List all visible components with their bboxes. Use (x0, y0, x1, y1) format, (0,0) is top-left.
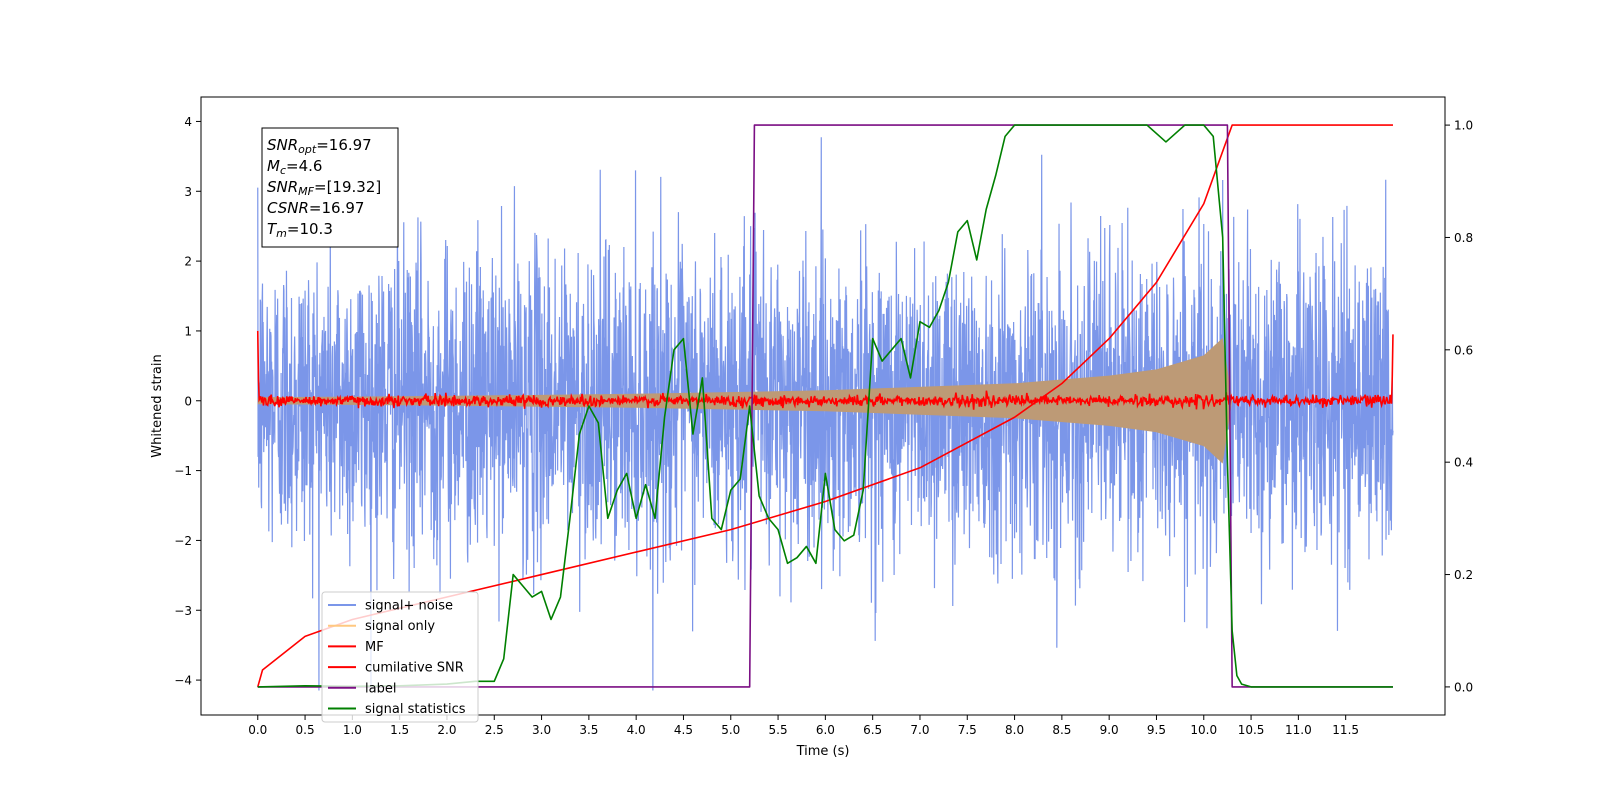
annotation-line: SNRopt=16.97 (267, 136, 372, 156)
x-tick-label: 3.0 (532, 723, 551, 737)
legend-label: signal only (365, 619, 435, 634)
x-tick-label: 11.0 (1285, 723, 1312, 737)
x-tick-label: 0.5 (296, 723, 315, 737)
x-axis-label: Time (s) (796, 744, 850, 759)
x-tick-label: 7.5 (958, 723, 977, 737)
y-tick-label: −2 (174, 534, 192, 548)
x-tick-label: 6.0 (816, 723, 835, 737)
y-tick-label: 0 (184, 394, 192, 408)
x-tick-label: 7.0 (910, 723, 929, 737)
y2-tick-label: 0.4 (1454, 456, 1473, 470)
x-tick-label: 11.5 (1332, 723, 1359, 737)
x-tick-label: 8.0 (1005, 723, 1024, 737)
y-tick-label: 3 (184, 185, 192, 199)
x-tick-label: 4.5 (674, 723, 693, 737)
x-tick-label: 6.5 (863, 723, 882, 737)
annotation-line: CSNR=16.97 (267, 199, 364, 217)
x-tick-label: 9.0 (1100, 723, 1119, 737)
annotation-line: Tm=10.3 (267, 220, 333, 240)
x-tick-label: 2.5 (485, 723, 504, 737)
x-tick-label: 10.5 (1238, 723, 1265, 737)
y2-tick-label: 0.8 (1454, 231, 1473, 245)
y-axis-label: Whitened strain (150, 354, 165, 457)
legend-label: label (365, 681, 396, 696)
series-signal-noise (257, 137, 1394, 691)
x-tick-label: 9.5 (1147, 723, 1166, 737)
y2-tick-label: 0.2 (1454, 568, 1473, 582)
y-tick-label: 1 (184, 324, 192, 338)
y2-tick-label: 1.0 (1454, 119, 1473, 133)
y2-tick-label: 0.0 (1454, 680, 1473, 694)
annotation-box: SNRopt=16.97Mc=4.6SNRMF=[19.32]CSNR=16.9… (261, 127, 399, 248)
x-tick-label: 5.5 (769, 723, 788, 737)
y-tick-label: −4 (174, 674, 192, 688)
legend-label: signal+ noise (365, 599, 453, 614)
legend: signal+ noise signal only MF cumilative SNR… (321, 591, 479, 723)
x-tick-label: 2.0 (437, 723, 456, 737)
y2-tick-label: 0.6 (1454, 343, 1473, 357)
annotation-line: Mc=4.6 (267, 157, 322, 177)
y-tick-label: 2 (184, 255, 192, 269)
series-mf (256, 330, 1394, 410)
legend-frame (321, 591, 479, 723)
annotation-line: SNRMF=[19.32] (267, 178, 381, 198)
legend-label: MF (365, 640, 384, 655)
plot-frame (200, 96, 1446, 716)
x-tick-label: 5.0 (721, 723, 740, 737)
axes: 0.0 0.5 1.0 1.5 2.0 2.5 3.0 3.5 4.0 4.5 5.0 5.5 6.0 6… (150, 115, 1473, 759)
series-signal-statistics (257, 124, 1393, 688)
y-tick-label: −1 (174, 464, 192, 478)
legend-label: cumilative SNR (365, 661, 464, 676)
y-tick-label: 4 (184, 115, 192, 129)
y-tick-label: −3 (174, 604, 192, 618)
x-tick-label: 3.5 (579, 723, 598, 737)
x-tick-label: 10.0 (1190, 723, 1217, 737)
x-tick-label: 0.0 (248, 723, 267, 737)
x-tick-label: 1.0 (343, 723, 362, 737)
x-tick-label: 4.0 (627, 723, 646, 737)
x-tick-label: 8.5 (1052, 723, 1071, 737)
legend-label: signal statistics (365, 702, 466, 717)
annotation-frame (261, 127, 399, 248)
x-tick-label: 1.5 (390, 723, 409, 737)
